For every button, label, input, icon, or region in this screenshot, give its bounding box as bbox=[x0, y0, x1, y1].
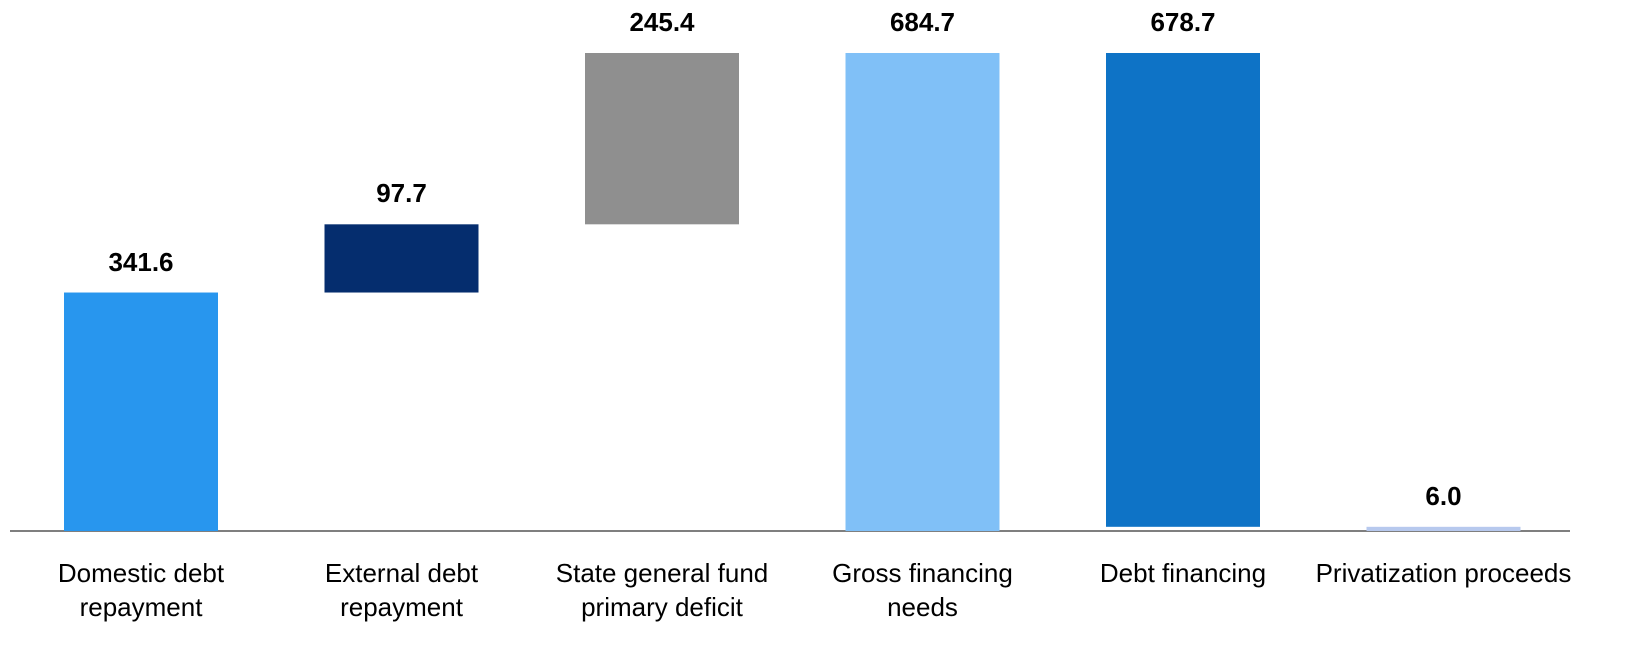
x-tick-label: Gross financing needs bbox=[832, 558, 1013, 622]
x-tick-label: Debt financing bbox=[1099, 558, 1267, 588]
bar bbox=[324, 224, 479, 293]
bar bbox=[585, 53, 739, 225]
bar bbox=[1106, 53, 1260, 527]
x-tick-label: State general fund primary deficit bbox=[555, 558, 769, 622]
value-label: 678.7 bbox=[1150, 7, 1216, 37]
value-label: 6.0 bbox=[1425, 480, 1462, 511]
x-tick-label: Privatization proceeds bbox=[1315, 558, 1572, 588]
value-label: 97.7 bbox=[376, 178, 427, 209]
bar bbox=[845, 53, 1000, 531]
bar bbox=[64, 292, 218, 531]
bar bbox=[1366, 526, 1521, 531]
value-label: 245.4 bbox=[629, 7, 695, 37]
x-tick-label: Domestic debt repayment bbox=[57, 558, 225, 622]
x-tick-label: External debt repayment bbox=[324, 558, 479, 622]
value-label: 684.7 bbox=[889, 7, 956, 37]
value-label: 341.6 bbox=[108, 246, 174, 277]
